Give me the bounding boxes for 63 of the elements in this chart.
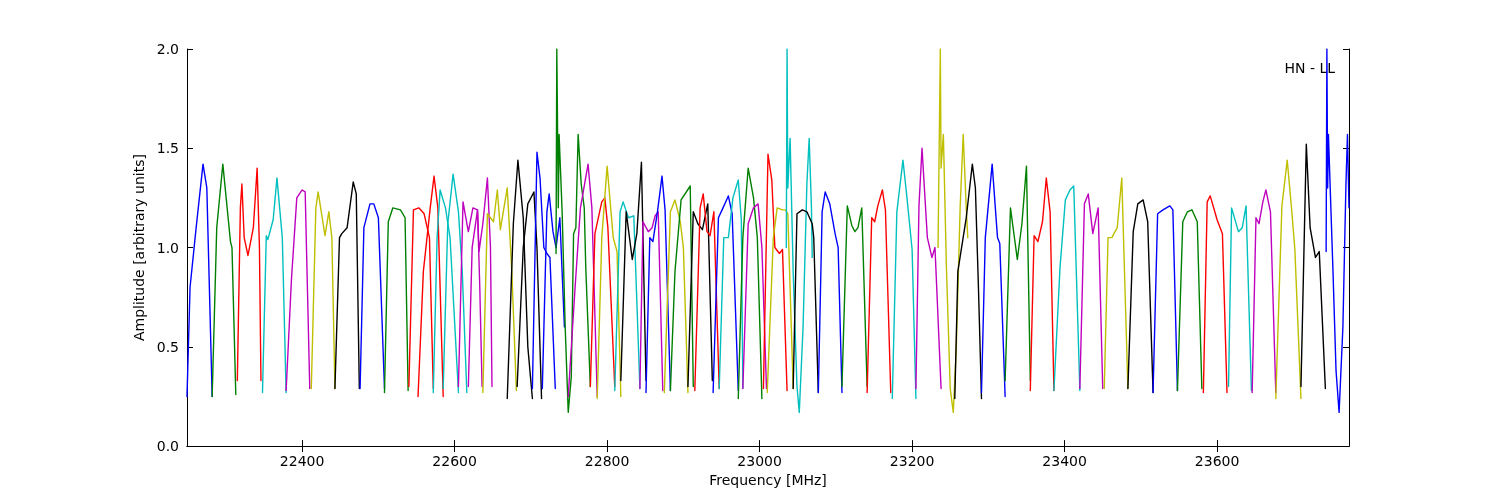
line-series: [1202, 195, 1228, 394]
line-series: [1053, 185, 1081, 392]
x-tick-label: 22800: [584, 453, 630, 470]
line-series: [891, 159, 917, 400]
x-tick-label: 23400: [1042, 453, 1087, 470]
y-tick-label: 1.5: [156, 140, 179, 157]
line-series: [1152, 205, 1179, 394]
line-series: [841, 205, 868, 388]
line-series: [1176, 209, 1203, 392]
line-series: [334, 181, 361, 390]
line-series: [866, 189, 892, 394]
line-series: [980, 163, 1006, 398]
line-series: [663, 199, 689, 394]
y-tick-label: 0.0: [156, 438, 179, 455]
x-tick-label: 23200: [889, 453, 935, 470]
line-series: [645, 175, 672, 394]
line-series: [817, 191, 843, 394]
line-series: [1079, 193, 1104, 390]
line-series: [712, 195, 739, 394]
line-series: [614, 201, 641, 392]
line-series: [915, 147, 942, 390]
line-series: [954, 163, 983, 400]
x-axis-title: Frequency [MHz]: [709, 472, 827, 488]
line-series: [639, 211, 664, 392]
line-series: [383, 207, 409, 394]
x-tick-label: 23600: [1194, 453, 1240, 470]
y-axis-title: Amplitude [arbitrary units]: [130, 154, 147, 342]
line-series: [669, 185, 694, 392]
line-series: [718, 179, 744, 390]
x-tick-label: 22400: [279, 453, 325, 470]
line-series: [785, 48, 813, 414]
line-series: [567, 163, 598, 398]
line-series: [1300, 143, 1327, 390]
x-tick-label: 23000: [737, 453, 782, 470]
line-series: [687, 203, 714, 388]
line-series: [211, 163, 237, 398]
line-series: [589, 197, 616, 388]
line-series: [1029, 177, 1055, 392]
line-series: [762, 153, 788, 392]
line-series: [310, 191, 336, 390]
line-series: [359, 203, 386, 390]
line-series: [596, 165, 622, 400]
line-series: [482, 187, 518, 394]
x-tick-label: 22600: [432, 453, 477, 470]
line-series: [1004, 165, 1031, 382]
line-series: [937, 48, 969, 414]
line-series: [285, 189, 311, 392]
line-series: [555, 48, 592, 414]
line-series: [186, 163, 213, 398]
y-tick-label: 2.0: [156, 41, 179, 57]
line-series: [766, 207, 794, 394]
line-series: [1227, 205, 1253, 392]
line-series: [742, 203, 768, 390]
line-series: [1251, 189, 1277, 394]
y-tick-label: 0.5: [156, 338, 179, 355]
line-series: [236, 167, 262, 382]
line-series: [737, 167, 763, 400]
line-series: [261, 177, 287, 394]
line-series: [620, 161, 647, 382]
line-series: [1275, 159, 1302, 400]
line-series: [1103, 177, 1129, 390]
y-tick-label: 1.0: [156, 239, 179, 256]
line-series: [694, 193, 720, 392]
